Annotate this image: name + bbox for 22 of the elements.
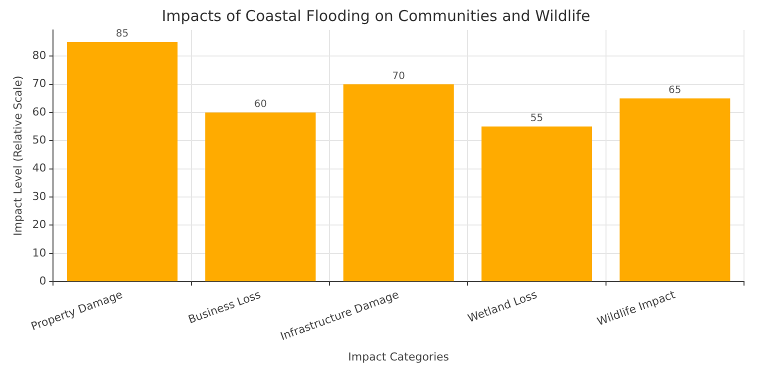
y-tick-label: 0 — [39, 274, 46, 288]
bar — [67, 42, 178, 282]
data-label: 60 — [254, 99, 267, 110]
data-label: 55 — [530, 113, 544, 124]
y-tick-label: 50 — [32, 134, 46, 146]
y-tick-label: 30 — [32, 190, 46, 203]
y-tick-label: 70 — [32, 77, 46, 90]
y-tick-label: 60 — [32, 105, 46, 118]
bar — [481, 126, 592, 282]
y-axis-title: Impact Level (Relative Scale) — [11, 76, 24, 236]
data-label: 70 — [392, 70, 405, 82]
data-label: 65 — [668, 84, 682, 96]
y-tick-label: 40 — [32, 162, 46, 175]
chart-title: Impacts of Coastal Flooding on Communities and Wildlife — [162, 6, 590, 25]
bar — [205, 112, 316, 282]
data-label: 85 — [116, 28, 129, 40]
y-tick-label: 20 — [32, 218, 46, 232]
bar — [343, 84, 454, 282]
x-axis-title: Impact Categories — [348, 350, 450, 364]
y-tick-label: 10 — [32, 246, 46, 260]
bar — [620, 98, 730, 282]
y-tick-label: 80 — [32, 48, 46, 62]
